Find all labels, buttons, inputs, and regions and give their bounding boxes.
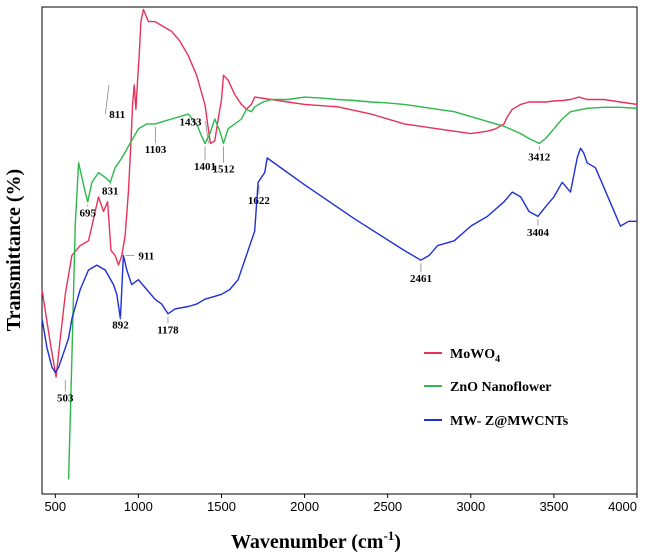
y-axis-title: Transmittance (%) (3, 169, 25, 331)
series-line-0 (41, 8, 638, 378)
annotation-leader-3 (205, 121, 209, 144)
x-tick-label-4: 2500 (373, 499, 402, 514)
annotation-label-7: 1401 (194, 161, 216, 173)
annotation-label-5: 831 (102, 185, 119, 197)
x-axis-title: Wavenumber (cm-1) (231, 528, 401, 553)
annotation-label-0: 503 (57, 392, 74, 404)
annotation-label-1: 811 (109, 109, 125, 121)
x-tick-label-2: 1500 (207, 499, 236, 514)
legend-label-mowo4-sub: 4 (495, 354, 500, 365)
annotation-label-10: 892 (112, 319, 129, 331)
annotation-label-12: 1622 (248, 195, 271, 207)
annotation-label-2: 911 (138, 250, 154, 262)
annotation-label-11: 1178 (157, 324, 179, 336)
x-tick-label-6: 3500 (539, 499, 568, 514)
annotation-label-14: 3404 (527, 227, 550, 239)
annotation-label-6: 1103 (145, 144, 167, 156)
annotation-label-3: 1433 (180, 116, 203, 128)
plot-frame (41, 6, 638, 495)
annotation-label-8: 1512 (212, 164, 235, 176)
x-axis-title-sup: -1 (383, 528, 394, 543)
x-tick-label-0: 500 (44, 499, 66, 514)
series-layer (41, 8, 638, 480)
series-line-2 (41, 147, 637, 373)
annotation-leader-1 (104, 84, 110, 115)
legend-label-zno: ZnO Nanoflower (450, 380, 552, 395)
legend: MoWO4 ZnO Nanoflower MW- Z@MWCNTs (424, 347, 569, 429)
x-tick-labels: 500 1000 1500 2000 2500 3000 3500 4000 (44, 494, 638, 514)
series-line-1 (67, 96, 638, 480)
annotation-label-13: 2461 (410, 273, 432, 285)
legend-label-mowo4-main: MoWO (450, 347, 495, 362)
x-tick-label-1: 1000 (124, 499, 153, 514)
annotation-label-4: 695 (79, 207, 96, 219)
legend-label-mwz: MW- Z@MWCNTs (450, 414, 569, 429)
x-axis-title-close: ) (394, 531, 401, 553)
annotation-label-9: 3412 (528, 151, 551, 163)
x-axis-title-main: Wavenumber (cm (231, 531, 384, 553)
x-tick-label-7: 4000 (608, 499, 637, 514)
legend-label-mowo4: MoWO4 (450, 347, 500, 365)
x-tick-label-3: 2000 (290, 499, 319, 514)
x-tick-label-5: 3000 (456, 499, 485, 514)
